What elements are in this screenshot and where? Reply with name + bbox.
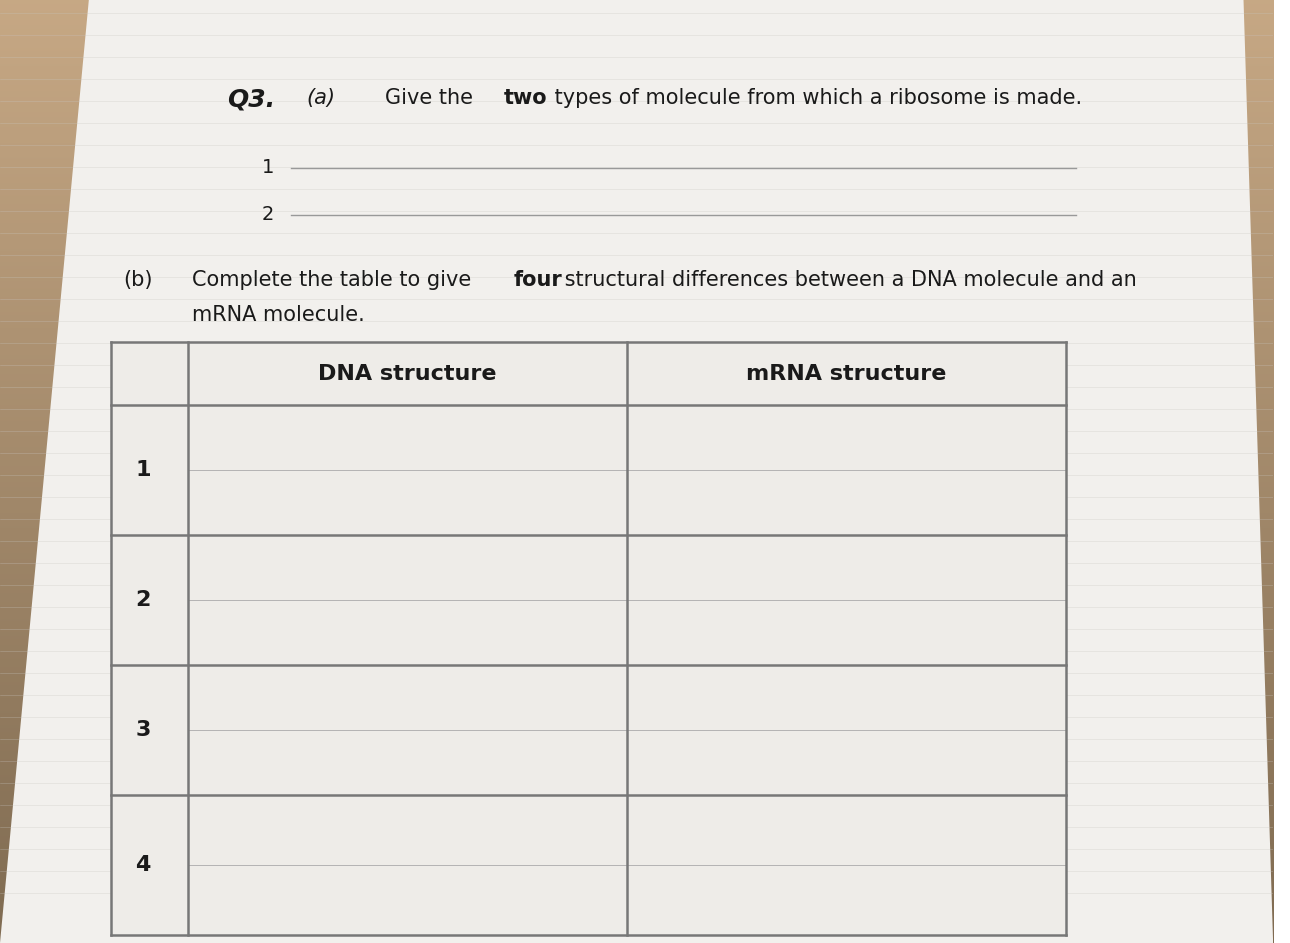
Text: DNA structure: DNA structure bbox=[317, 363, 497, 384]
Text: Give the: Give the bbox=[384, 88, 480, 108]
Text: 2: 2 bbox=[135, 590, 151, 610]
Text: mRNA structure: mRNA structure bbox=[746, 363, 947, 384]
Polygon shape bbox=[111, 342, 1066, 935]
Text: 4: 4 bbox=[135, 855, 151, 875]
Text: 3: 3 bbox=[135, 720, 151, 740]
Text: 2: 2 bbox=[262, 205, 273, 224]
Text: mRNA molecule.: mRNA molecule. bbox=[192, 305, 365, 325]
Text: (b): (b) bbox=[124, 270, 152, 290]
Text: types of molecule from which a ribosome is made.: types of molecule from which a ribosome … bbox=[548, 88, 1082, 108]
Text: Q3.: Q3. bbox=[227, 88, 275, 112]
Text: 1: 1 bbox=[135, 460, 151, 480]
Text: four: four bbox=[513, 270, 562, 290]
Text: (a): (a) bbox=[306, 88, 335, 108]
Text: 1: 1 bbox=[262, 158, 273, 177]
Text: structural differences between a DNA molecule and an: structural differences between a DNA mol… bbox=[557, 270, 1136, 290]
Text: two: two bbox=[503, 88, 547, 108]
Text: Complete the table to give: Complete the table to give bbox=[192, 270, 479, 290]
